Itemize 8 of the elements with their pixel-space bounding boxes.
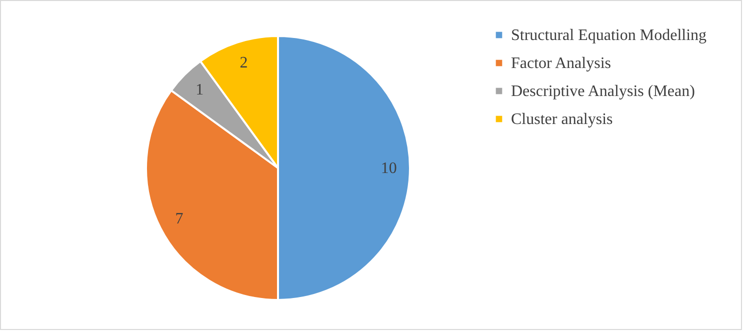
legend-label: Structural Equation Modelling	[511, 27, 707, 44]
legend-label: Cluster analysis	[511, 111, 613, 128]
data-label: 10	[380, 160, 397, 177]
data-label: 2	[240, 54, 248, 72]
data-label: 7	[175, 210, 184, 228]
legend-label: Factor Analysis	[511, 55, 611, 72]
legend-label: Descriptive Analysis (Mean)	[511, 83, 695, 100]
data-label: 1	[196, 82, 204, 99]
